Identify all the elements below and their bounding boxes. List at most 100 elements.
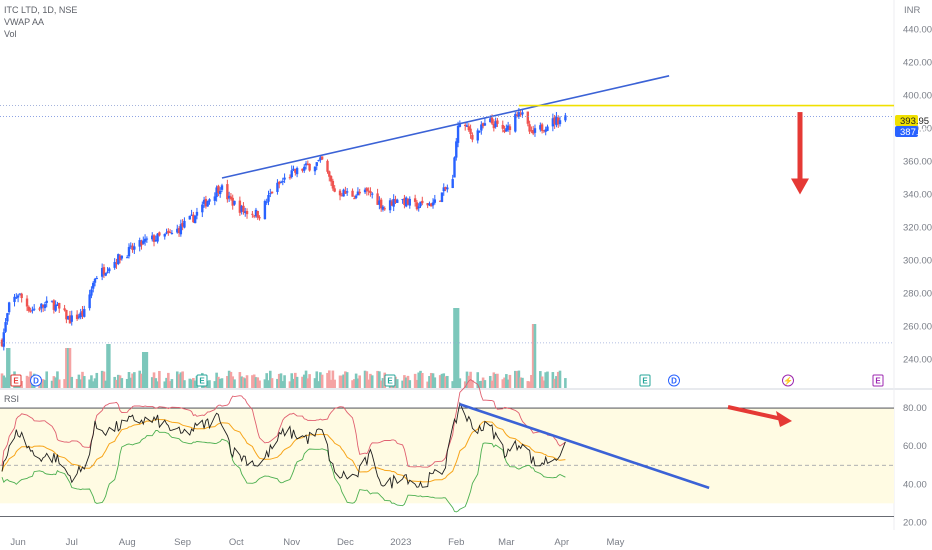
volume-bar xyxy=(345,372,349,388)
volume-bar xyxy=(154,378,158,388)
candle-body xyxy=(265,201,268,203)
volume-bar xyxy=(40,380,43,388)
candle-body xyxy=(168,232,172,234)
candle-body xyxy=(227,195,231,199)
candle-body xyxy=(41,304,45,307)
volume-bar xyxy=(505,374,508,388)
volume-bar xyxy=(401,380,404,388)
candle-body xyxy=(32,308,36,310)
volume-bar xyxy=(193,380,197,388)
volume-bar xyxy=(279,373,283,388)
candle-body xyxy=(378,200,381,205)
volume-bar xyxy=(381,378,385,388)
candle-body xyxy=(279,182,283,184)
volume-bar xyxy=(415,379,419,388)
volume-bar xyxy=(344,371,347,388)
volume-bar xyxy=(127,372,131,388)
candle-body xyxy=(158,232,161,236)
candle-body xyxy=(365,188,369,191)
volume-bar xyxy=(490,380,494,388)
volume-bar xyxy=(252,374,256,388)
volume-bar xyxy=(218,378,222,388)
volume-bar xyxy=(102,371,106,388)
candle-body xyxy=(438,200,442,202)
candle-body xyxy=(258,217,261,219)
volume-bar xyxy=(81,371,84,388)
volume-bar xyxy=(483,380,487,388)
candle-body xyxy=(226,184,229,200)
candle-body xyxy=(428,203,431,206)
candle-body xyxy=(66,316,70,320)
volume-bar xyxy=(208,380,211,388)
candle-body xyxy=(442,187,445,192)
candle-body xyxy=(431,202,435,206)
x-tick-label: Apr xyxy=(554,537,569,548)
candle-body xyxy=(381,206,385,210)
volume-bar xyxy=(190,379,193,388)
price-tick-label: 260.00 xyxy=(903,321,932,332)
candle-body xyxy=(269,193,272,195)
volume-bar xyxy=(240,376,243,388)
volume-bar xyxy=(45,371,49,388)
volume-bar xyxy=(295,376,299,388)
candle-body xyxy=(533,128,537,133)
candle-body xyxy=(505,128,508,132)
volume-bar xyxy=(488,375,492,388)
candle-body xyxy=(308,163,311,171)
volume-bar xyxy=(528,381,531,388)
volume-bar xyxy=(104,380,108,388)
candle-body xyxy=(129,245,132,247)
volume-bar xyxy=(333,379,336,388)
volume-bar xyxy=(519,377,522,388)
candle-body xyxy=(501,124,504,129)
candle-body xyxy=(170,232,174,234)
volume-bar xyxy=(476,372,480,388)
volume-bar xyxy=(141,352,145,388)
candle-body xyxy=(331,180,335,189)
earnings-marker xyxy=(639,374,651,387)
volume-bar xyxy=(463,381,467,388)
volume-bar xyxy=(100,370,104,388)
volume-bar xyxy=(68,348,72,388)
volume-bar xyxy=(131,373,134,388)
candle-body xyxy=(489,118,492,123)
candle-body xyxy=(192,214,195,223)
volume-bar xyxy=(267,380,270,388)
current-price-badge xyxy=(895,126,918,137)
candle-body xyxy=(213,196,217,201)
volume-bar xyxy=(458,378,462,388)
x-tick-label: Jul xyxy=(66,537,78,548)
price-tick-label: 440.00 xyxy=(903,25,932,36)
volume-bar xyxy=(183,380,186,388)
volume-bar xyxy=(158,370,161,388)
candle-body xyxy=(40,303,43,309)
volume-bar xyxy=(175,371,179,388)
volume-bar xyxy=(428,376,431,388)
event-label: E xyxy=(642,377,648,386)
volume-bar xyxy=(438,375,442,388)
volume-bar xyxy=(270,378,274,388)
volume-bar xyxy=(4,377,7,388)
volume-bar xyxy=(263,379,267,388)
candle-body xyxy=(405,197,408,207)
volume-bar xyxy=(326,372,329,388)
candle-body xyxy=(503,129,506,133)
volume-bar xyxy=(420,372,424,388)
volume-bar xyxy=(145,352,149,388)
price-tick-label: 420.00 xyxy=(903,58,932,69)
volume-bar xyxy=(353,379,356,388)
candle-body xyxy=(408,198,411,206)
volume-bar xyxy=(143,352,147,388)
resistance-badge xyxy=(895,115,918,126)
candle-body xyxy=(351,190,354,197)
volume-bar xyxy=(70,376,74,388)
volume-bar xyxy=(531,324,535,388)
volume-bar xyxy=(556,371,560,388)
candle-body xyxy=(83,309,86,317)
candle-body xyxy=(295,168,299,175)
currency-label: INR xyxy=(904,5,921,16)
volume-bar xyxy=(403,375,406,388)
price-tick-label: 400.00 xyxy=(903,91,932,102)
volume-bar xyxy=(156,381,159,388)
candle-body xyxy=(204,199,208,207)
